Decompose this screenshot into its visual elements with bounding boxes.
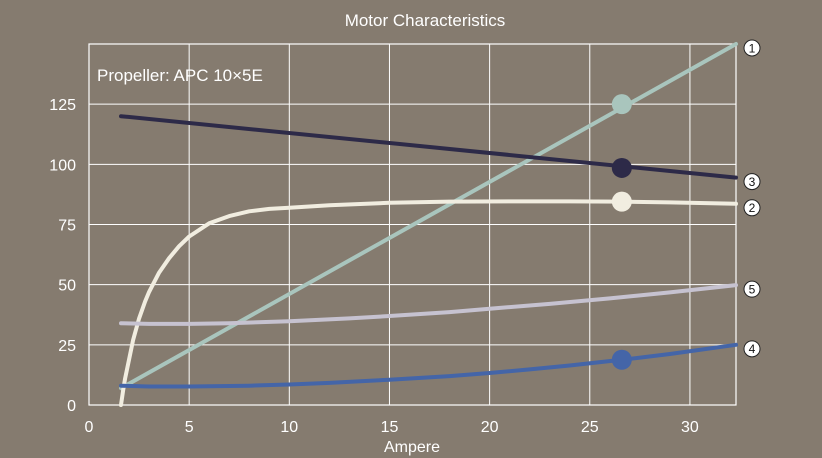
series-badges: 1 2 3 4 5 — [743, 39, 761, 358]
series-badge-label: 4 — [749, 342, 756, 356]
x-axis-label: Ampere — [384, 439, 440, 456]
y-tick-label: 75 — [58, 218, 76, 235]
series-badge-4: 4 — [743, 340, 761, 358]
series-line-4 — [119, 342, 738, 389]
y-tick-label: 25 — [58, 338, 76, 355]
series-badge-circle — [743, 199, 761, 217]
series-line-5 — [119, 283, 738, 326]
y-tick-label: 0 — [67, 398, 76, 415]
series-marker-3 — [611, 157, 632, 178]
series-badge-label: 2 — [749, 201, 756, 215]
x-tick-label: 0 — [85, 419, 94, 436]
y-tick-label: 100 — [49, 157, 76, 174]
x-tick-label: 15 — [381, 419, 399, 436]
series-markers — [611, 94, 632, 370]
series-badge-2: 2 — [743, 199, 761, 217]
series-badge-5: 5 — [743, 280, 761, 298]
series-line-3 — [119, 114, 738, 180]
x-tick-label: 10 — [280, 419, 298, 436]
x-tick-label: 20 — [481, 419, 499, 436]
y-tick-label: 125 — [49, 97, 76, 114]
x-tick-label: 25 — [581, 419, 599, 436]
series-badge-circle — [743, 340, 761, 358]
series-line-1 — [119, 42, 738, 391]
series-line-2 — [119, 199, 738, 407]
chart-title: Motor Characteristics — [345, 11, 506, 30]
series-badge-circle — [743, 280, 761, 298]
series-badge-label: 1 — [749, 41, 756, 55]
tick-labels: 0 5 10 15 20 25 30 0 25 50 75 100 125 — [49, 97, 699, 436]
x-tick-label: 30 — [681, 419, 699, 436]
series-badge-circle — [743, 39, 761, 57]
series-badge-label: 5 — [749, 282, 756, 296]
series-lines — [119, 42, 738, 407]
series-badge-circle — [743, 173, 761, 191]
series-marker-1 — [611, 94, 632, 115]
series-badge-label: 3 — [749, 175, 756, 189]
propeller-annotation: Propeller: APC 10×5E — [97, 66, 263, 85]
y-tick-label: 50 — [58, 278, 76, 295]
series-badge-3: 3 — [743, 173, 761, 191]
series-badge-1: 1 — [743, 39, 761, 57]
series-marker-4 — [611, 349, 632, 370]
x-tick-label: 5 — [185, 419, 194, 436]
series-marker-2 — [611, 191, 632, 212]
